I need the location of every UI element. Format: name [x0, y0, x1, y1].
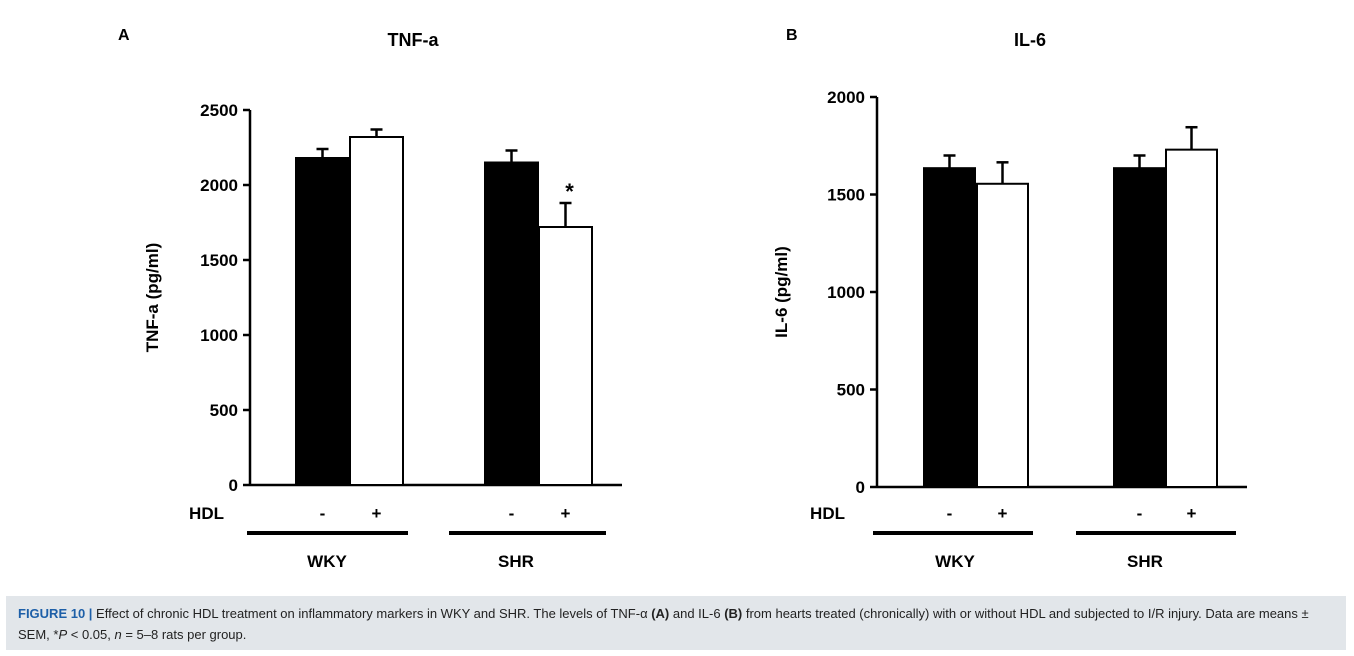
y-axis-label: TNF-a (pg/ml) — [143, 243, 162, 353]
caption-n-symbol: n — [114, 627, 121, 642]
figure: A B TNF-a 0 500 1000 1500 2000 2500 TNF-a (pg/m… — [0, 0, 1354, 596]
y-tick-label: 2000 — [200, 176, 238, 195]
figure-svg: A B TNF-a 0 500 1000 1500 2000 2500 TNF-a (pg/m… — [0, 0, 1354, 596]
bar — [924, 168, 975, 487]
caption-ref-b: (B) — [724, 606, 742, 621]
y-tick-label: 1000 — [827, 283, 865, 302]
group-label: WKY — [935, 552, 975, 571]
y-tick-label: 1500 — [827, 186, 865, 205]
y-axis-label: IL-6 (pg/ml) — [772, 246, 791, 338]
caption-text: and IL-6 — [669, 606, 724, 621]
figure-caption: FIGURE 10 | Effect of chronic HDL treatm… — [6, 596, 1346, 650]
group-label: WKY — [307, 552, 347, 571]
bar — [296, 158, 349, 485]
group-label: SHR — [1127, 552, 1163, 571]
y-tick-label: 500 — [837, 381, 865, 400]
y-tick-label: 0 — [229, 476, 238, 495]
caption-text: Effect of chronic HDL treatment on infla… — [92, 606, 651, 621]
y-tick-label: 0 — [856, 478, 865, 497]
panel-label-a: A — [118, 27, 130, 44]
condition-label: - — [509, 504, 515, 523]
bar — [977, 184, 1028, 487]
condition-label: - — [320, 504, 326, 523]
condition-label: + — [998, 504, 1008, 523]
caption-p-symbol: P — [58, 627, 67, 642]
y-tick-label: 2000 — [827, 88, 865, 107]
condition-label: + — [372, 504, 382, 523]
bar — [1114, 168, 1165, 487]
caption-text: = 5–8 rats per group. — [122, 627, 247, 642]
condition-label: - — [1137, 504, 1143, 523]
y-tick-label: 500 — [210, 401, 238, 420]
panel-label-b: B — [786, 27, 798, 44]
bar — [539, 227, 592, 485]
condition-row-label: HDL — [810, 504, 845, 523]
condition-label: - — [947, 504, 953, 523]
condition-label: + — [1187, 504, 1197, 523]
group-label: SHR — [498, 552, 534, 571]
tnf-chart: TNF-a 0 500 1000 1500 2000 2500 TNF-a (pg/ml) HD… — [143, 30, 622, 571]
y-tick-label: 1000 — [200, 326, 238, 345]
bar — [485, 163, 538, 486]
y-tick-label: 2500 — [200, 101, 238, 120]
caption-label: FIGURE 10 | — [18, 606, 92, 621]
caption-text: < 0.05, — [67, 627, 114, 642]
chart-title: TNF-a — [388, 30, 440, 50]
condition-label: + — [561, 504, 571, 523]
bar — [1166, 150, 1217, 487]
bar — [350, 137, 403, 485]
y-tick-label: 1500 — [200, 251, 238, 270]
chart-title: IL-6 — [1014, 30, 1046, 50]
condition-row-label: HDL — [189, 504, 224, 523]
caption-ref-a: (A) — [651, 606, 669, 621]
il6-chart: IL-6 0 500 1000 1500 2000 IL-6 (pg/ml) HDL - + WKY… — [772, 30, 1247, 571]
significance-marker: * — [565, 179, 574, 204]
